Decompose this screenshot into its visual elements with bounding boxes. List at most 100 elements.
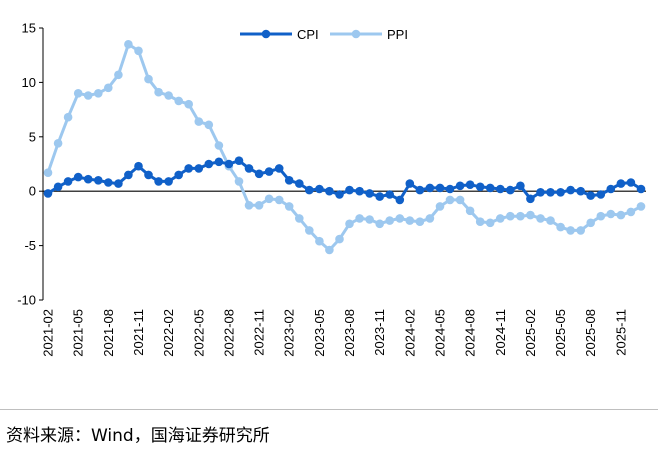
- ppi-point: [485, 218, 495, 228]
- ppi-point: [234, 177, 244, 186]
- cpi-point: [335, 190, 344, 199]
- source-divider: [0, 409, 658, 410]
- x-tick-label: 2024-02: [402, 309, 417, 357]
- ppi-point: [164, 91, 173, 100]
- ppi-point: [134, 46, 143, 56]
- cpi-point: [425, 183, 435, 193]
- ppi-point: [566, 226, 575, 235]
- cpi-point: [224, 159, 234, 169]
- cpi-point: [536, 188, 545, 197]
- ppi-point: [305, 226, 314, 235]
- ppi-point: [385, 216, 395, 225]
- ppi-point: [53, 139, 63, 148]
- ppi-point: [496, 214, 505, 223]
- ppi-point: [104, 83, 113, 93]
- cpi-point: [104, 178, 113, 187]
- cpi-point: [355, 186, 364, 196]
- ppi-point: [264, 194, 274, 204]
- cpi-point: [164, 177, 173, 186]
- x-tick-label: 2022-11: [252, 309, 267, 356]
- cpi-point: [315, 184, 324, 194]
- y-tick-label: 5: [29, 129, 36, 144]
- ppi-point: [204, 120, 214, 130]
- ppi-point: [194, 117, 204, 126]
- x-tick-label: 2022-05: [191, 309, 206, 357]
- source-note: 资料来源：Wind，国海证券研究所: [6, 426, 270, 446]
- x-axis: 2021-02 2021-05 2021-08 2021-11 2022-02 2022-…: [41, 190, 646, 357]
- y-tick-label: 10: [22, 75, 36, 90]
- ppi-point: [114, 70, 123, 80]
- cpi-point: [566, 185, 575, 195]
- ppi-point: [274, 195, 284, 205]
- cpi-point: [264, 167, 274, 176]
- ppi-point: [73, 89, 83, 98]
- ppi-point: [606, 209, 616, 219]
- x-tick-label: 2022-08: [221, 309, 236, 357]
- cpi-point: [405, 179, 415, 188]
- x-tick-label: 2025-11: [613, 309, 628, 356]
- x-tick-label: 2023-05: [312, 309, 327, 357]
- y-tick-label: 0: [29, 184, 36, 199]
- cpi-point: [455, 181, 465, 191]
- ppi-point: [345, 219, 354, 229]
- ppi-point: [124, 40, 133, 49]
- series-cpi: [43, 156, 646, 205]
- x-tick-label: 2025-08: [583, 309, 598, 357]
- ppi-point: [375, 219, 385, 229]
- cpi-point: [134, 161, 143, 171]
- legend-item-ppi: PPI: [330, 27, 408, 42]
- x-tick-label: 2023-02: [282, 309, 297, 357]
- ppi-point: [636, 202, 646, 211]
- line-chart: 15 10 5 0 -5 -10 2021-02 2021-05 2021-08 2021-11…: [17, 21, 646, 357]
- legend-swatch-marker: [261, 29, 271, 39]
- series-layer: [43, 40, 646, 255]
- cpi-point: [43, 189, 53, 198]
- ppi-point: [355, 214, 364, 223]
- y-tick-label: -5: [24, 238, 36, 253]
- ppi-point: [506, 211, 515, 221]
- cpi-point: [345, 185, 354, 195]
- ppi-point: [425, 214, 435, 223]
- cpi-point: [184, 164, 193, 173]
- ppi-point: [616, 210, 626, 220]
- x-tick-label: 2024-08: [463, 309, 478, 357]
- cpi-point: [174, 170, 183, 180]
- y-tick-label: 15: [22, 21, 36, 36]
- ppi-point: [546, 216, 555, 225]
- cpi-point: [214, 157, 224, 167]
- ppi-point: [536, 214, 545, 223]
- x-tick-label: 2021-08: [101, 309, 116, 357]
- ppi-point: [254, 201, 264, 210]
- x-tick-label: 2023-11: [372, 309, 387, 356]
- cpi-point: [606, 184, 616, 194]
- legend-swatch-marker: [351, 29, 361, 39]
- ppi-point: [43, 168, 53, 177]
- ppi-point: [214, 141, 224, 150]
- cpi-point: [475, 182, 485, 192]
- ppi-point: [576, 226, 585, 235]
- cpi-point: [234, 156, 244, 165]
- cpi-point: [154, 177, 163, 186]
- cpi-point: [365, 189, 374, 198]
- legend-item-cpi: CPI: [240, 27, 319, 42]
- ppi-point: [405, 216, 415, 225]
- x-tick-label: 2021-11: [131, 309, 146, 356]
- ppi-point: [83, 91, 93, 100]
- cpi-point: [445, 184, 455, 194]
- x-tick-label: 2024-05: [433, 309, 448, 357]
- ppi-point: [94, 89, 103, 98]
- ppi-point: [415, 217, 425, 226]
- ppi-point: [325, 245, 334, 255]
- ppi-point: [516, 211, 525, 221]
- cpi-point: [626, 178, 636, 187]
- x-tick-label: 2021-05: [71, 309, 86, 357]
- cpi-point: [485, 183, 495, 193]
- ppi-point: [295, 214, 304, 223]
- cpi-point: [305, 185, 314, 195]
- ppi-point: [184, 99, 193, 109]
- cpi-point: [596, 190, 606, 199]
- ppi-point: [556, 222, 565, 232]
- ppi-point: [475, 217, 485, 226]
- legend-label: PPI: [387, 27, 408, 42]
- ppi-point: [435, 202, 445, 211]
